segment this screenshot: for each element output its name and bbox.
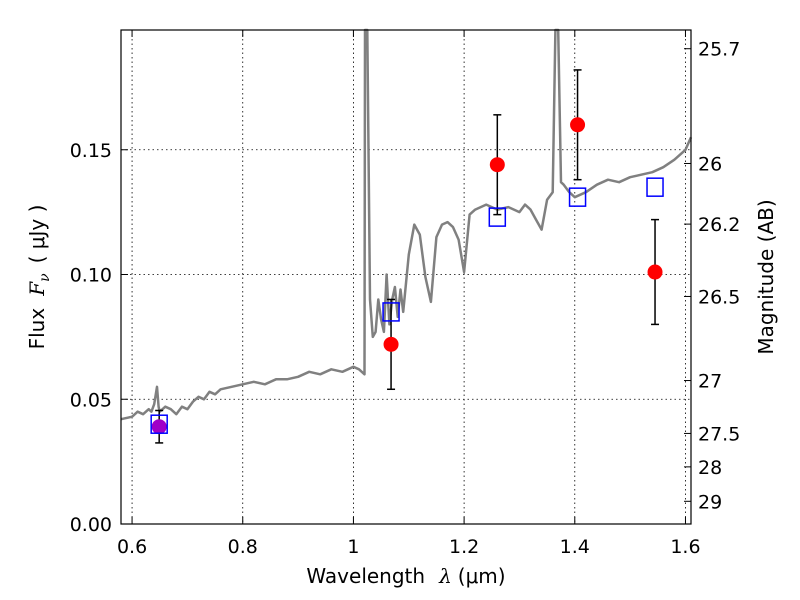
magnitude-axis-label: Magnitude (AB) (754, 199, 778, 354)
observed-point (383, 336, 399, 352)
x-axis-label-symbol: λ (438, 564, 452, 588)
x-tick-label: 0.8 (228, 536, 258, 558)
model-photometry-point (150, 414, 168, 434)
observed-point (151, 419, 167, 435)
y-tick-label: 0.00 (70, 514, 112, 536)
y-axis-label-unit: ( μJy ) (25, 205, 49, 264)
x-axis-ticks: 0.6 0.8 1 1.2 1.4 1.6 (117, 30, 701, 558)
model-photometry-point (568, 187, 587, 207)
y-tick-label: 0.15 (70, 140, 112, 162)
magnitude-tick-label: 26.5 (698, 286, 740, 308)
x-tick-label: 0.6 (117, 536, 147, 558)
observed-point (489, 157, 505, 173)
sed-model-series (120, 28, 693, 421)
observed-point (647, 264, 663, 280)
y-axis-label: Flux Fν ( μJy ) (25, 205, 53, 350)
y-axis-label-symbol: F (25, 281, 49, 297)
magnitude-tick-label: 26 (698, 153, 722, 175)
magnitude-tick-label: 25.7 (698, 39, 740, 61)
plot-frame (120, 29, 692, 525)
model-photometry-point (646, 177, 664, 197)
x-tick-label: 1.2 (449, 536, 479, 558)
x-tick-label: 1 (347, 536, 359, 558)
magnitude-tick-label: 29 (698, 491, 722, 513)
magnitude-tick-label: 28 (698, 457, 722, 479)
x-tick-label: 1.4 (560, 536, 590, 558)
y-axis-label-prefix: Flux (25, 308, 49, 350)
magnitude-tick-label: 26.2 (698, 214, 740, 236)
x-tick-label: 1.6 (670, 536, 700, 558)
x-axis-label: Wavelength λ (μm) (306, 564, 505, 588)
observed-points (151, 117, 663, 435)
model-photometry-point (488, 207, 507, 227)
observed-point (570, 117, 586, 133)
y-tick-label: 0.10 (70, 265, 112, 287)
x-axis-label-prefix: Wavelength (306, 564, 425, 588)
model-photometry-point (382, 302, 400, 322)
y-axis-ticks: 0.00 0.05 0.10 0.15 (70, 140, 128, 536)
magnitude-axis-ticks: 25.7 26 26.2 26.5 27 27.5 28 29 (684, 39, 740, 513)
magnitude-tick-label: 27 (698, 371, 722, 393)
y-tick-label: 0.05 (70, 389, 112, 411)
x-axis-label-unit: (μm) (458, 564, 506, 588)
magnitude-tick-label: 27.5 (698, 423, 740, 445)
sed-model-line (120, 28, 693, 421)
model-photometry-points (150, 177, 664, 434)
y-axis-label-subscript: ν (37, 273, 53, 282)
